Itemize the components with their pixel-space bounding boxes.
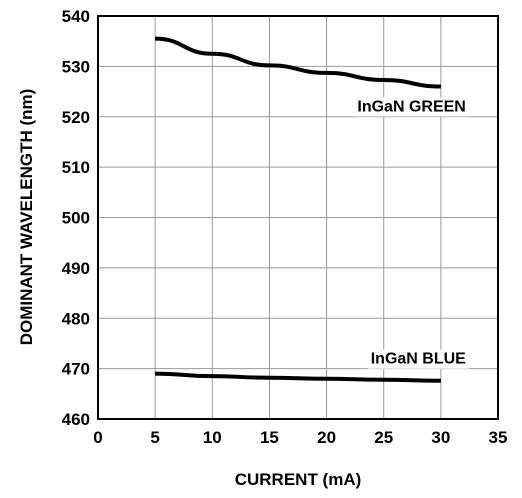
y-tick-label: 520 xyxy=(62,108,90,127)
series-group xyxy=(155,36,441,383)
x-tick-label: 25 xyxy=(374,428,393,447)
x-tick-label: 35 xyxy=(489,428,508,447)
y-tick-label: 480 xyxy=(62,309,90,328)
series-line-ingan-green xyxy=(155,36,441,89)
x-tick-label: 5 xyxy=(150,428,159,447)
series-label-background xyxy=(367,349,470,369)
x-tick-label: 20 xyxy=(317,428,336,447)
series-label-ingan-blue: InGaN BLUE xyxy=(371,351,466,368)
y-tick-label: 500 xyxy=(62,209,90,228)
y-axis-title: DOMINANT WAVELENGTH (nm) xyxy=(17,89,36,346)
series-labels: InGaN GREEN InGaN BLUE xyxy=(354,97,470,369)
y-tick-label: 490 xyxy=(62,259,90,278)
y-tick-labels: 460 470 480 490 500 510 520 530 540 xyxy=(62,7,90,429)
x-tick-label: 10 xyxy=(203,428,222,447)
plot-frame xyxy=(97,15,499,420)
y-tick-label: 460 xyxy=(62,410,90,429)
series-label-ingan-green: InGaN GREEN xyxy=(357,99,465,116)
y-tick-label: 530 xyxy=(62,57,90,76)
x-tick-label: 0 xyxy=(93,428,102,447)
y-tick-label: 470 xyxy=(62,360,90,379)
series-line-ingan-blue xyxy=(155,371,441,383)
x-tick-label: 30 xyxy=(431,428,450,447)
series-label-background xyxy=(354,97,469,117)
x-tick-label: 15 xyxy=(260,428,279,447)
grid-lines xyxy=(98,16,498,419)
y-tick-label: 540 xyxy=(62,7,90,26)
x-axis-title: CURRENT (mA) xyxy=(235,470,362,489)
y-tick-label: 510 xyxy=(62,158,90,177)
x-tick-labels: 0 5 10 15 20 25 30 35 xyxy=(93,428,507,447)
